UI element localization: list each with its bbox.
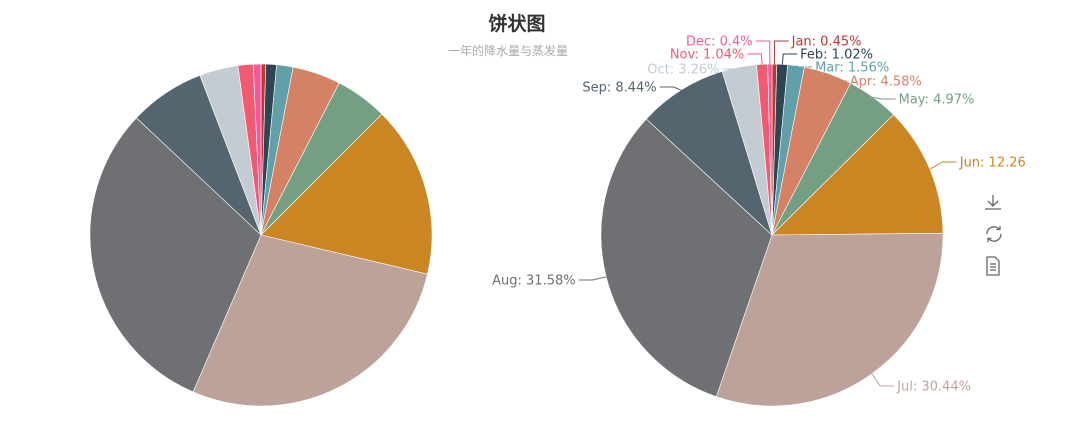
label-line-jun bbox=[929, 161, 957, 170]
pie-slice-jun[interactable] bbox=[771, 114, 944, 236]
label-line-dec bbox=[755, 40, 771, 65]
data-label-oct: Oct: 3.26% bbox=[647, 63, 719, 78]
refresh-icon[interactable] bbox=[983, 223, 1005, 245]
label-line-jan bbox=[773, 40, 789, 65]
data-label-jul: Jul: 30.44% bbox=[896, 380, 971, 395]
data-label-mar: Mar: 1.56% bbox=[815, 61, 889, 76]
label-line-feb bbox=[781, 53, 798, 65]
label-line-nov bbox=[747, 53, 763, 65]
data-label-jun: Jun: 12.26 bbox=[959, 156, 1026, 171]
data-label-dec: Dec: 0.4% bbox=[686, 35, 753, 50]
pie-slice-dec[interactable] bbox=[252, 63, 262, 236]
pie-slice-dec[interactable] bbox=[767, 63, 773, 236]
data-view-icon[interactable] bbox=[983, 255, 1003, 277]
label-line-may bbox=[873, 96, 896, 100]
label-line-aug bbox=[578, 276, 607, 281]
data-label-aug: Aug: 31.58% bbox=[492, 274, 575, 289]
label-line-jul bbox=[871, 373, 895, 387]
download-icon[interactable] bbox=[983, 193, 1003, 213]
label-line-sep bbox=[659, 86, 682, 91]
label-line-apr bbox=[827, 73, 847, 82]
data-label-nov: Nov: 1.04% bbox=[670, 48, 744, 63]
data-label-sep: Sep: 8.44% bbox=[582, 81, 656, 96]
pie-slice-sep[interactable] bbox=[645, 71, 773, 236]
data-label-apr: Apr: 4.58% bbox=[850, 75, 922, 90]
label-line-mar bbox=[795, 65, 813, 68]
chart-title: 饼状图 bbox=[488, 13, 546, 35]
label-line-oct bbox=[722, 66, 740, 70]
pie-slice-jul[interactable] bbox=[715, 232, 944, 407]
data-label-may: May: 4.97% bbox=[899, 93, 975, 108]
pie-slice-jun[interactable] bbox=[260, 113, 433, 275]
data-label-feb: Feb: 1.02% bbox=[800, 48, 873, 63]
data-label-jan: Jan: 0.45% bbox=[791, 35, 862, 50]
chart-subtitle: 一年的降水量与蒸发量 bbox=[448, 44, 569, 58]
pie-slice-aug[interactable] bbox=[89, 117, 262, 393]
pie-slice-jul[interactable] bbox=[192, 234, 428, 407]
